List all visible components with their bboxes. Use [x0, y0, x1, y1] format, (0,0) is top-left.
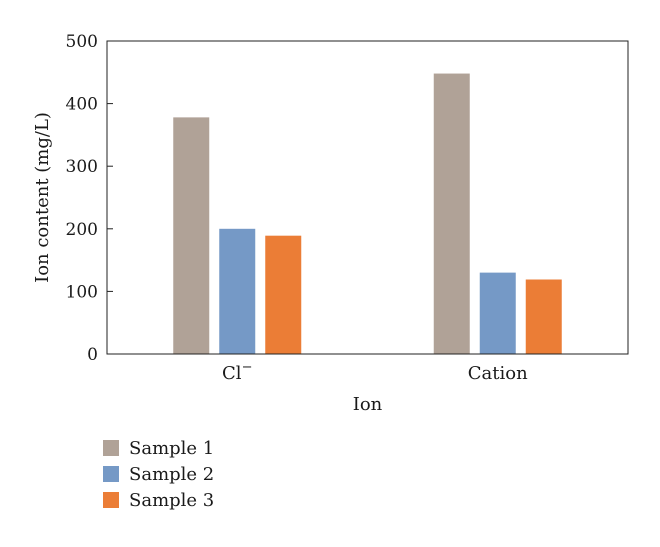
bar-sample-3 — [265, 235, 302, 354]
legend: Sample 1 Sample 2 Sample 3 — [103, 438, 214, 511]
y-tick-label: 0 — [87, 345, 98, 365]
legend-label: Sample 2 — [129, 464, 214, 485]
x-axis-title: Ion — [353, 394, 383, 415]
x-category-label: Cation — [468, 363, 528, 384]
bar-sample-2 — [479, 272, 516, 354]
bar-sample-2 — [219, 228, 256, 354]
plot-frame — [106, 40, 629, 355]
bar-sample-1 — [433, 73, 470, 354]
bars-group — [173, 73, 562, 354]
y-tick-label: 200 — [66, 220, 98, 240]
y-tick-label: 100 — [66, 282, 98, 302]
legend-swatch — [103, 466, 119, 482]
y-axis-ticks: 0 100 200 300 400 500 — [66, 32, 113, 365]
bar-sample-3 — [525, 279, 562, 354]
y-tick-label: 500 — [66, 32, 98, 52]
legend-label: Sample 1 — [129, 438, 214, 459]
legend-label: Sample 3 — [129, 490, 214, 511]
legend-swatch — [103, 492, 119, 508]
y-tick-label: 300 — [66, 157, 98, 177]
y-tick-label: 400 — [66, 95, 98, 115]
x-axis-categories: Cl− Cation — [222, 360, 528, 384]
y-axis-title: Ion content (mg/L) — [32, 112, 53, 283]
legend-swatch — [103, 440, 119, 456]
bar-sample-1 — [173, 117, 210, 354]
x-category-label: Cl− — [222, 360, 252, 384]
